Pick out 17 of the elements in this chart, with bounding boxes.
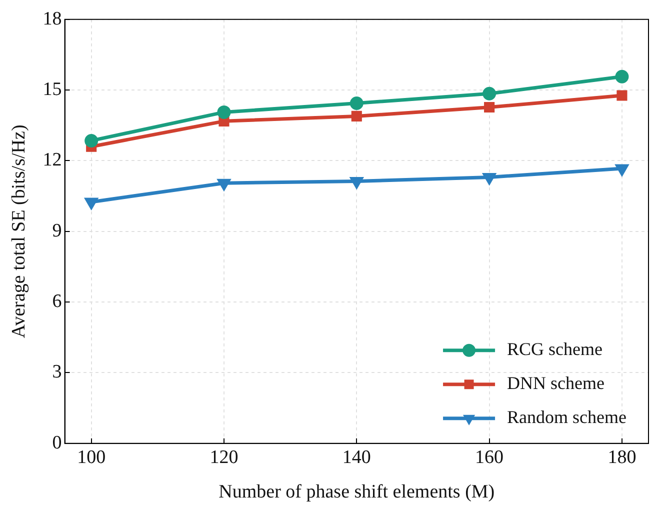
y-tick-label: 9 [52, 220, 62, 242]
y-tick-label: 12 [42, 150, 62, 171]
y-tick-label: 0 [52, 432, 62, 454]
y-axis-title: Average total SE (bits/s/Hz) [8, 124, 30, 338]
x-tick-label: 120 [210, 446, 238, 468]
y-tick-label: 15 [42, 79, 62, 100]
legend-label: DNN scheme [507, 373, 605, 394]
y-tick-label: 18 [42, 8, 62, 30]
legend-label: Random scheme [507, 407, 627, 428]
legend-label: RCG scheme [507, 339, 603, 360]
x-tick-label: 100 [77, 446, 106, 468]
x-tick-label: 180 [608, 446, 636, 468]
y-tick-label: 6 [52, 291, 62, 312]
y-tick-label: 3 [52, 362, 62, 383]
x-axis-title: Number of phase shift elements (M) [218, 482, 495, 503]
x-tick-label: 140 [342, 446, 371, 468]
x-tick-label: 160 [475, 446, 504, 468]
